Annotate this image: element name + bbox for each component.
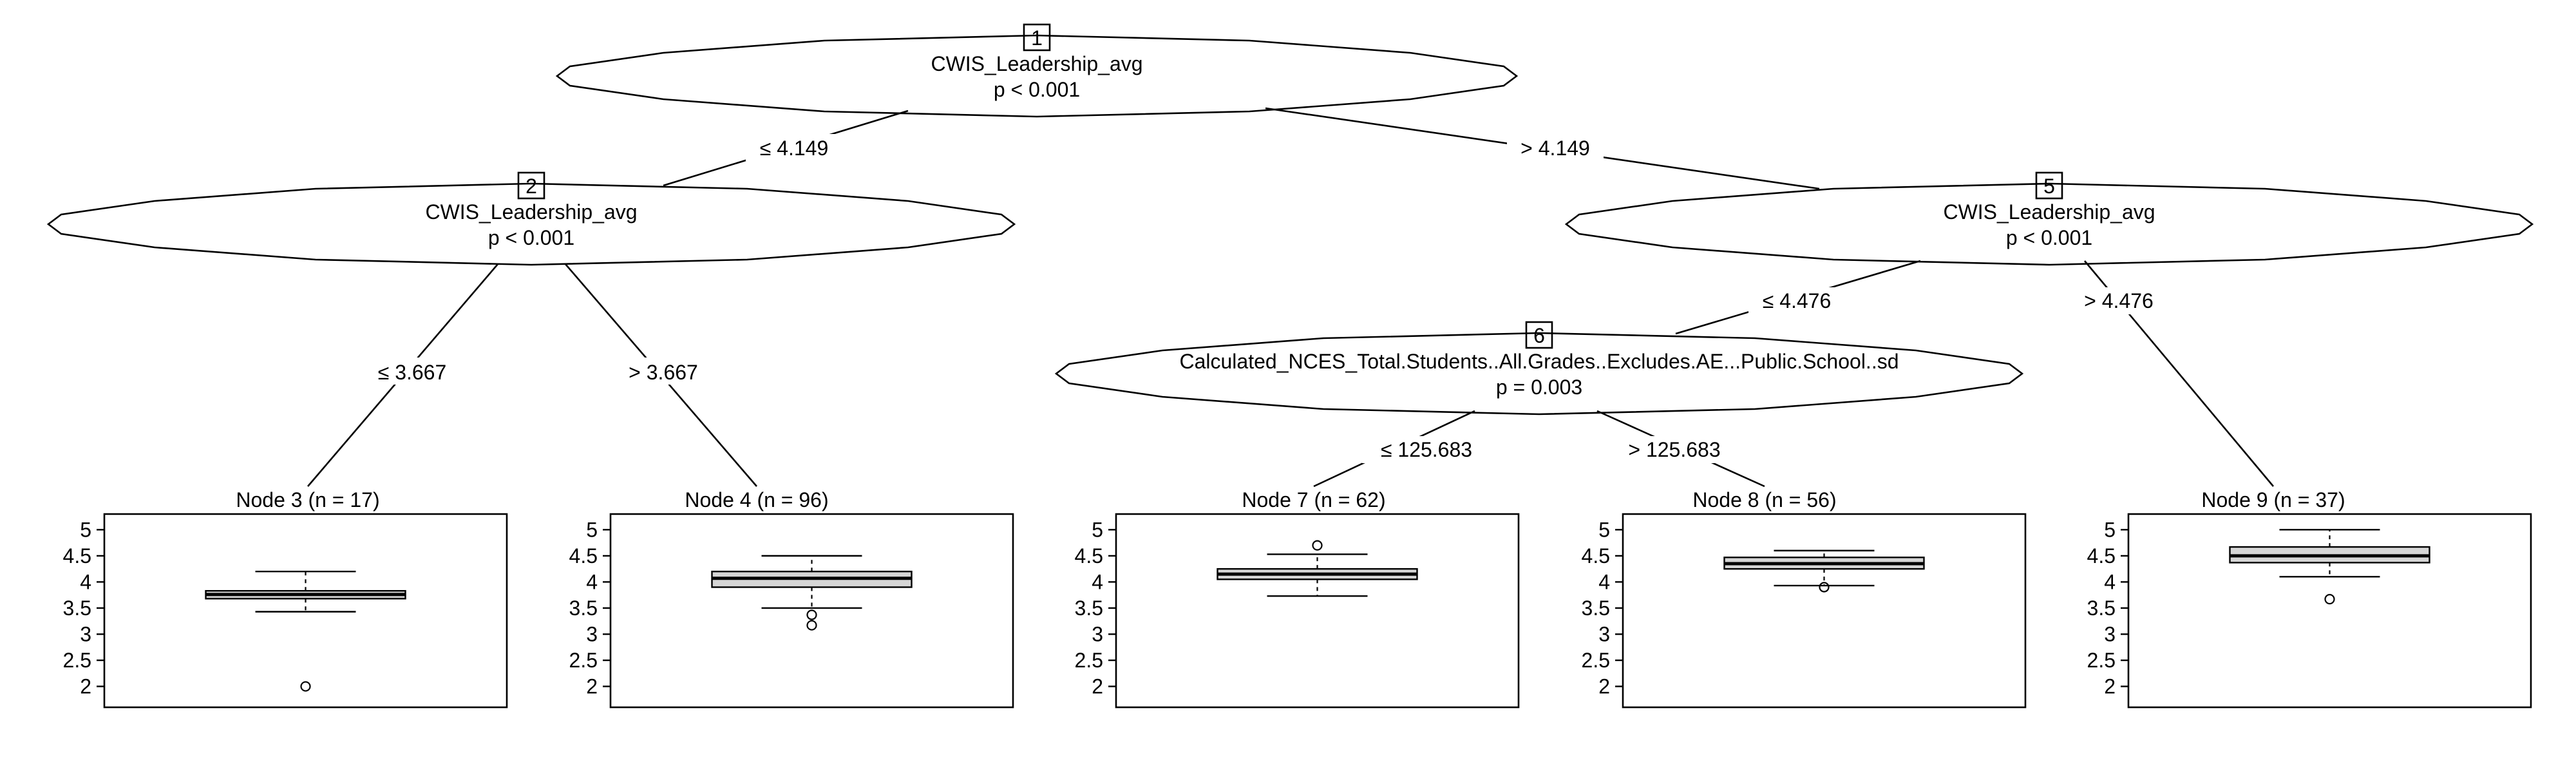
y-tick-label: 3	[80, 622, 91, 645]
terminal-node-7-title: Node 7 (n = 62)	[1242, 488, 1385, 511]
outlier-point	[806, 620, 817, 631]
node-variable: Calculated_NCES_Total.Students..All.Grad…	[1179, 350, 1899, 373]
y-tick-label: 4.5	[63, 544, 91, 568]
y-tick-label: 5	[2104, 518, 2116, 541]
y-tick-label: 4	[586, 570, 598, 593]
edge-label-1-2: ≤ 4.149	[760, 137, 829, 160]
y-tick-label: 3	[1598, 622, 1610, 645]
y-tick-label: 4.5	[569, 544, 598, 568]
edge-label-2-4: > 3.667	[629, 361, 698, 384]
node-ellipse	[46, 182, 1016, 266]
y-tick-label: 2	[2104, 675, 2116, 698]
node-p-value: p < 0.001	[488, 226, 574, 249]
node-ellipse	[1054, 332, 2024, 415]
y-tick-label: 3.5	[63, 596, 91, 620]
node-ellipse	[1564, 182, 2534, 266]
node-ellipse	[555, 34, 1519, 118]
terminal-node-4-panel: 2 2.5 33.5 44.5 5	[569, 513, 1014, 709]
node-p-value: p < 0.001	[2006, 226, 2092, 249]
y-tick-label: 4.5	[2087, 544, 2116, 568]
y-tick-label: 2.5	[2087, 649, 2116, 672]
terminal-node-3-title: Node 3 (n = 17)	[236, 488, 379, 511]
y-tick-label: 3.5	[1075, 596, 1103, 620]
y-tick-label: 3.5	[2087, 596, 2116, 620]
edge-label-5-6: ≤ 4.476	[1763, 289, 1832, 312]
terminal-node-7-panel: 2 2.5 33.5 44.5 5	[1075, 513, 1520, 709]
terminal-node-9-panel: 2 2.5 33.5 44.5 5	[2087, 513, 2532, 709]
node-id-box	[1525, 321, 1553, 349]
terminal-node-3-panel: 2 2.5 33.5 44.5 5	[63, 513, 508, 709]
inner-node-1: CWIS_Leadership_avg p < 0.001 1	[555, 23, 1519, 118]
panel-frame	[103, 513, 508, 709]
y-tick-label: 4	[1092, 570, 1103, 593]
y-tick-label: 5	[586, 518, 598, 541]
node-id: 6	[1533, 324, 1545, 347]
node-id-box	[1023, 23, 1051, 52]
y-tick-label: 5	[1598, 518, 1610, 541]
y-tick-label: 2	[80, 675, 91, 698]
edge-label-6-8: > 125.683	[1628, 438, 1720, 461]
edge-label-2-3: ≤ 3.667	[378, 361, 447, 384]
node-id: 5	[2043, 175, 2055, 198]
y-tick-label: 5	[1092, 518, 1103, 541]
edge-label-6-7: ≤ 125.683	[1381, 438, 1472, 461]
outlier-point	[1819, 582, 1830, 593]
y-tick-label: 3	[2104, 622, 2116, 645]
node-p-value: p < 0.001	[994, 78, 1080, 101]
node-id-box	[517, 171, 545, 200]
y-tick-label: 3	[1092, 622, 1103, 645]
outlier-point	[806, 609, 817, 620]
y-tick-label: 4.5	[1075, 544, 1103, 568]
terminal-titles: Node 3 (n = 17) Node 4 (n = 96) Node 7 (…	[236, 488, 2345, 511]
terminal-node-9-title: Node 9 (n = 37)	[2201, 488, 2345, 511]
edge-label-5-9: > 4.476	[2084, 289, 2154, 312]
terminal-node-8-title: Node 8 (n = 56)	[1692, 488, 1836, 511]
y-tick-label: 2.5	[1075, 649, 1103, 672]
y-tick-label: 4.5	[1582, 544, 1610, 568]
node-variable: CWIS_Leadership_avg	[931, 52, 1142, 75]
panel-frame	[609, 513, 1014, 709]
y-tick-label: 2.5	[569, 649, 598, 672]
outlier-point	[1312, 540, 1323, 551]
y-tick-label: 5	[80, 518, 91, 541]
node-id: 2	[526, 175, 537, 198]
terminal-node-8-panel: 2 2.5 33.5 44.5 5	[1582, 513, 2027, 709]
y-tick-label: 3.5	[1582, 596, 1610, 620]
y-tick-label: 4	[2104, 570, 2116, 593]
node-id-box	[2035, 171, 2063, 200]
outlier-point	[2324, 594, 2335, 605]
terminal-node-4-title: Node 4 (n = 96)	[685, 488, 828, 511]
y-tick-label: 2.5	[1582, 649, 1610, 672]
panel-frame	[2127, 513, 2532, 709]
edge-labels: ≤ 4.149 > 4.149 ≤ 3.667 > 3.667 ≤ 4.476 …	[367, 134, 2167, 463]
y-tick-label: 3	[586, 622, 598, 645]
inner-node-6: Calculated_NCES_Total.Students..All.Grad…	[1054, 321, 2024, 415]
node-p-value: p = 0.003	[1496, 376, 1582, 399]
node-id: 1	[1031, 26, 1043, 50]
inner-node-5: CWIS_Leadership_avg p < 0.001 5	[1564, 171, 2534, 266]
y-tick-label: 2	[586, 675, 598, 698]
y-tick-label: 2	[1598, 675, 1610, 698]
terminal-boxplots: 22.533.544.5522.533.544.5522.533.544.552…	[63, 513, 2532, 709]
y-tick-label: 2.5	[63, 649, 91, 672]
panel-frame	[1622, 513, 2027, 709]
node-variable: CWIS_Leadership_avg	[1943, 200, 2155, 224]
edge-label-1-5: > 4.149	[1520, 137, 1590, 160]
y-tick-label: 2	[1092, 675, 1103, 698]
edges	[307, 107, 2274, 488]
inner-node-2: CWIS_Leadership_avg p < 0.001 2	[46, 171, 1016, 266]
y-tick-label: 4	[80, 570, 91, 593]
node-variable: CWIS_Leadership_avg	[425, 200, 637, 224]
outlier-point	[300, 681, 311, 692]
y-tick-label: 4	[1598, 570, 1610, 593]
y-tick-label: 3.5	[569, 596, 598, 620]
panel-frame	[1115, 513, 1520, 709]
